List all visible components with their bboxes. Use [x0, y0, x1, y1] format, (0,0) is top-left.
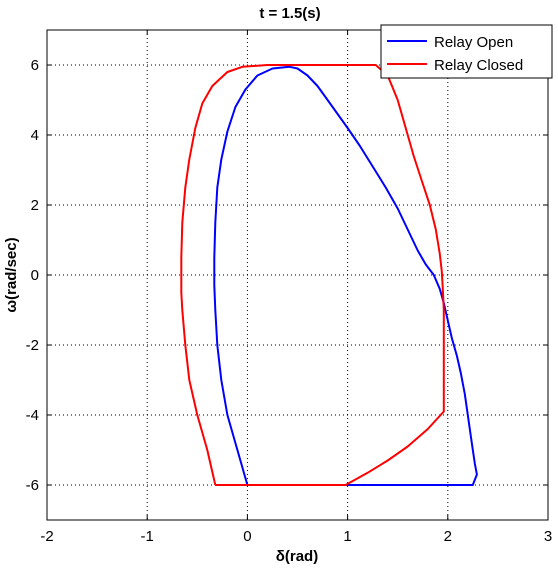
x-tick-label: 2 — [444, 528, 452, 545]
x-tick-label: 3 — [544, 528, 552, 545]
axis-ticks: -2 -1 0 1 2 3 -6 -4 -2 0 2 4 6 — [26, 30, 552, 545]
series-line-relay-open — [213, 65, 478, 486]
legend-label-relay-closed: Relay Closed — [434, 57, 523, 74]
y-axis-label: ω(rad/sec) — [3, 237, 20, 312]
grid — [47, 30, 548, 520]
x-tick-label: 0 — [243, 528, 251, 545]
x-tick-label: 1 — [343, 528, 351, 545]
y-tick-label: -4 — [26, 407, 39, 424]
y-tick-label: -2 — [26, 337, 39, 354]
series-line-relay-closed — [180, 64, 445, 486]
legend: Relay Open Relay Closed — [380, 24, 553, 79]
y-tick-label: 2 — [31, 197, 39, 214]
x-tick-label: -2 — [40, 528, 53, 545]
y-tick-label: 6 — [31, 57, 39, 74]
chart-title: t = 1.5(s) — [259, 5, 320, 22]
x-tick-label: -1 — [141, 528, 154, 545]
y-tick-label: 4 — [31, 127, 39, 144]
y-tick-label: 0 — [31, 267, 39, 284]
legend-box — [380, 24, 553, 79]
y-tick-label: -6 — [26, 477, 39, 494]
legend-label-relay-open: Relay Open — [434, 34, 513, 51]
x-axis-label: δ(rad) — [276, 548, 318, 565]
series-lines — [180, 64, 478, 486]
